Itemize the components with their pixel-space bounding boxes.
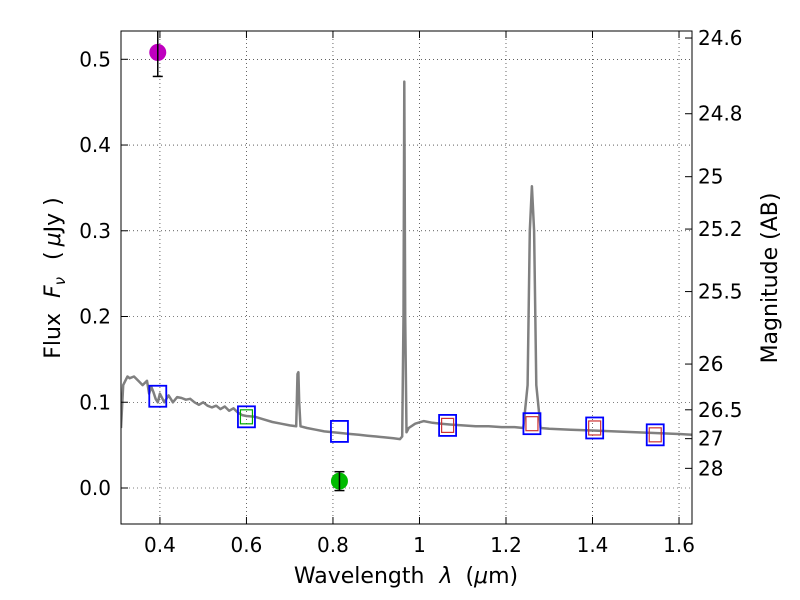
model-photometry-marker: [148, 384, 168, 408]
y-tick-label: 0.3: [79, 219, 111, 243]
mag-tick-label: 25.5: [698, 280, 743, 304]
observed-photometry-marker: [239, 409, 254, 425]
plot-series: [121, 31, 692, 492]
x-tick-label: 0.4: [144, 533, 176, 557]
x-axis-ticks: 0.4 0.6 0.8 1 1.2 1.4 1.6: [144, 31, 695, 557]
x-tick-label: 1.6: [663, 533, 695, 557]
y-axis-ticks: 0.0 0.1 0.2 0.3 0.4 0.5: [79, 47, 128, 500]
x-tick-label: 0.8: [317, 533, 349, 557]
y-tick-label: 0.1: [79, 390, 111, 414]
model-photometry-marker: [237, 405, 256, 429]
magnitude-axis-ticks: 24.6 24.8 25 25.2 25.5 26 26.5 27 28: [685, 26, 743, 480]
model-photometry-marker: [438, 413, 457, 437]
mag-tick-label: 25: [698, 165, 723, 189]
x-tick-label: 1.4: [577, 533, 609, 557]
mag-tick-label: 24.8: [698, 102, 743, 126]
mag-tick-label: 27: [698, 427, 723, 451]
model-photometry-marker: [585, 416, 605, 440]
grid-lines: [121, 31, 692, 524]
observed-photometry-marker: [648, 427, 662, 443]
y-tick-label: 0.4: [79, 133, 111, 157]
x-tick-label: 1.2: [490, 533, 522, 557]
y-tick-label: 0.5: [79, 47, 111, 71]
mag-tick-label: 24.6: [698, 26, 743, 50]
observed-photometry-marker: [440, 417, 455, 433]
spectrum-line: [121, 80, 692, 441]
mag-tick-label: 28: [698, 456, 723, 480]
x-axis-label: Wavelength λ (μm): [294, 564, 518, 589]
model-photometry-marker: [645, 423, 665, 447]
mag-tick-label: 25.2: [698, 217, 743, 241]
x-tick-label: 1: [413, 533, 426, 557]
model-photometry-marker: [330, 420, 349, 443]
y-tick-label: 0.0: [79, 476, 111, 500]
y-axis-label: Flux Fν (μJy ): [41, 197, 71, 358]
observed-photometry-marker: [588, 420, 602, 436]
axes-frame: [120, 30, 693, 525]
x-tick-label: 0.6: [231, 533, 263, 557]
mag-tick-label: 26: [698, 352, 723, 376]
mag-tick-label: 26.5: [698, 398, 743, 422]
magnitude-axis-label: Magnitude (AB): [758, 193, 783, 364]
model-photometry-marker: [522, 412, 542, 436]
observed-photometry-marker: [525, 416, 539, 432]
y-tick-label: 0.2: [79, 305, 111, 329]
